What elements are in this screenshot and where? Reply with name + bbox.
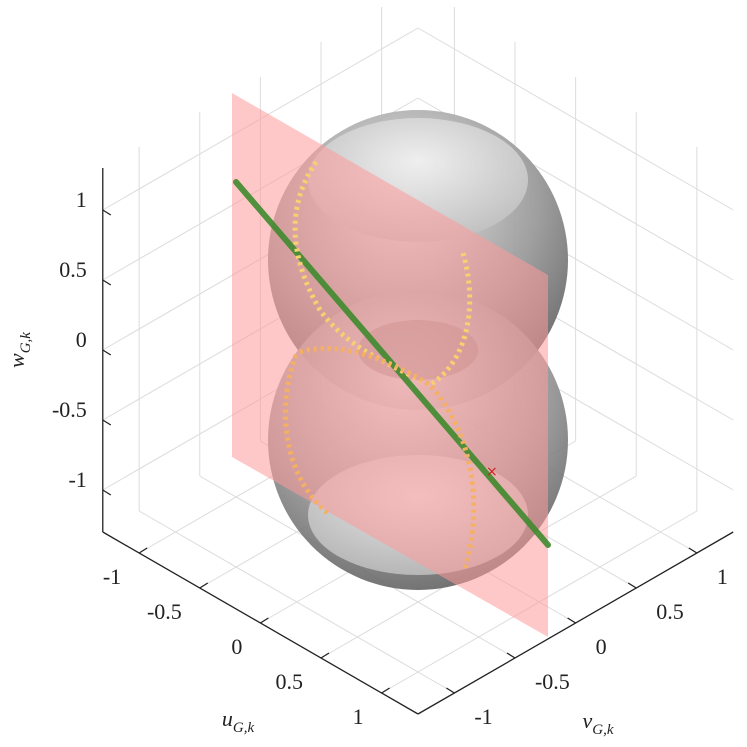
z-tick-label: 0.5 xyxy=(59,257,87,282)
line xyxy=(233,179,551,548)
x-tick xyxy=(381,687,390,694)
x-tick-label: 1 xyxy=(353,704,364,729)
y-tick-label: -0.5 xyxy=(535,669,570,694)
x-tick-label: -0.5 xyxy=(147,599,182,624)
z-tick xyxy=(102,489,112,496)
surfaces: × xyxy=(232,93,568,637)
x-tick-label: 0 xyxy=(231,634,242,659)
zlabel-label-main: w xyxy=(4,353,29,368)
marker: × xyxy=(486,464,498,480)
xlabel-label-sub: G,k xyxy=(233,720,255,736)
y-tick xyxy=(567,617,576,624)
upper-curve xyxy=(292,160,473,388)
z-tick-label: -1 xyxy=(68,467,86,492)
y-tick xyxy=(506,652,516,659)
ylabel-label-main: v xyxy=(582,708,592,733)
xlabel-label-main: u xyxy=(222,706,233,731)
y-tick-label: 0 xyxy=(596,634,607,659)
z-tick xyxy=(102,349,112,356)
z-tick xyxy=(102,209,112,216)
zlabel-label: wG,k xyxy=(4,332,34,368)
y-tick-label: 1 xyxy=(717,564,728,589)
x-tick-label: 0.5 xyxy=(276,669,304,694)
x-tick xyxy=(199,582,209,589)
x-tick xyxy=(320,652,330,659)
zlabel-label-sub: G,k xyxy=(18,332,34,354)
y-tick xyxy=(446,687,455,694)
grid-line xyxy=(138,510,455,694)
z-tick-label: -0.5 xyxy=(52,397,87,422)
y-tick xyxy=(627,582,637,589)
x-tick xyxy=(260,617,269,624)
lower-curve xyxy=(283,346,477,569)
ylabel-label: vG,k xyxy=(582,708,613,738)
y-tick xyxy=(688,547,698,554)
x-tick xyxy=(138,547,148,554)
y-tick-label: -1 xyxy=(474,704,492,729)
z-tick-label: 1 xyxy=(76,187,87,212)
z-tick xyxy=(102,279,112,286)
y-tick-label: 0.5 xyxy=(656,599,684,624)
xlabel-label: uG,k xyxy=(222,706,255,736)
z-tick xyxy=(102,419,112,426)
x-tick-label: -1 xyxy=(103,564,121,589)
ylabel-label-sub: G,k xyxy=(592,722,614,738)
z-tick-label: 0 xyxy=(76,327,87,352)
grid-line xyxy=(417,27,734,211)
